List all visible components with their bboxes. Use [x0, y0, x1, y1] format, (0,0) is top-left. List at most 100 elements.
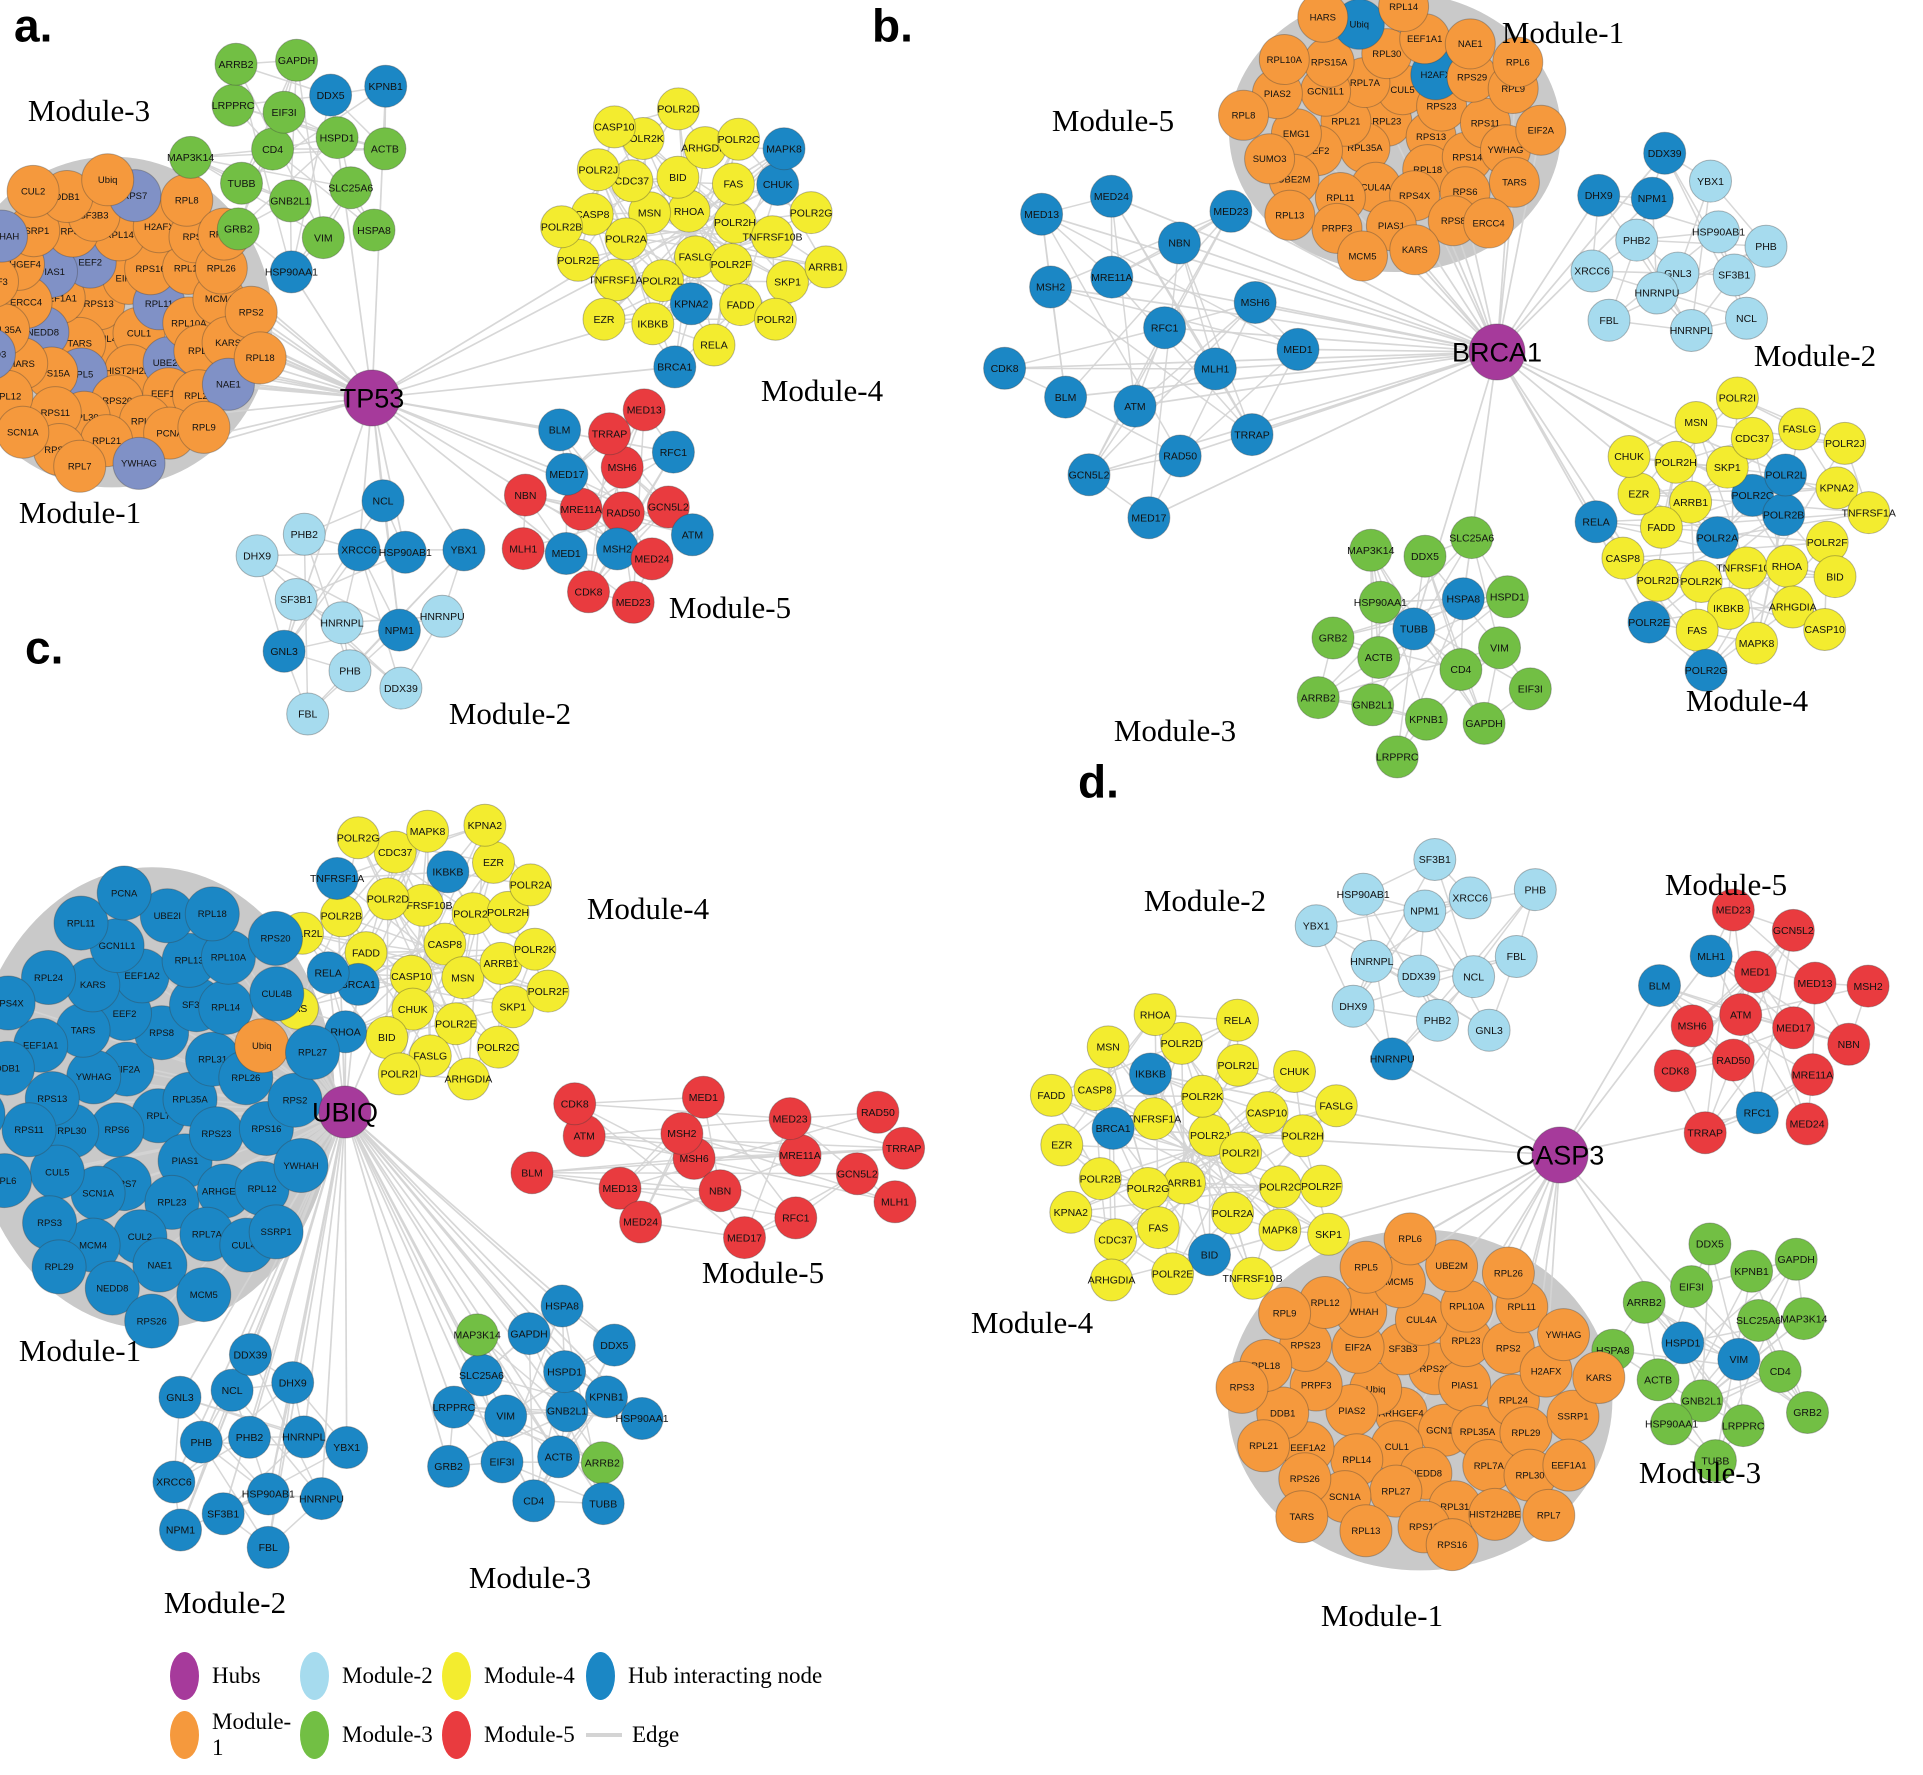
node-SF3B1[interactable]	[1712, 253, 1756, 297]
node-POLR2A[interactable]	[604, 217, 648, 261]
node-Ubiq[interactable]	[234, 1018, 290, 1074]
node-MAP3K14[interactable]	[169, 135, 213, 179]
node-MCM5[interactable]	[176, 1267, 232, 1323]
node-YBX1[interactable]	[1689, 159, 1732, 203]
node-POLR2A[interactable]	[509, 863, 552, 907]
node-RPL23[interactable]	[144, 1174, 200, 1230]
node-NCL[interactable]	[1452, 955, 1496, 999]
node-POLR2B[interactable]	[540, 205, 584, 249]
node-DDX5[interactable]	[309, 73, 353, 117]
node-RPL6[interactable]	[1383, 1212, 1437, 1266]
node-RAD50[interactable]	[1158, 434, 1202, 478]
node-GNB2L1[interactable]	[1680, 1379, 1724, 1423]
node-POLR2L[interactable]	[641, 259, 684, 303]
node-ARRB1[interactable]	[804, 245, 848, 289]
node-GRB2[interactable]	[216, 207, 260, 251]
node-POLR2C[interactable]	[717, 117, 761, 161]
node-RPL6[interactable]	[1492, 36, 1544, 88]
node-DDX5[interactable]	[1403, 534, 1447, 578]
node-RHOA[interactable]	[1133, 993, 1177, 1037]
node-MED1[interactable]	[681, 1075, 725, 1119]
node-POLR2H[interactable]	[1654, 440, 1698, 484]
node-NPM1[interactable]	[377, 608, 421, 652]
node-DDB1[interactable]	[0, 1040, 35, 1096]
node-TNFRSF1A[interactable]	[1132, 1097, 1176, 1141]
node-RPS26[interactable]	[124, 1293, 180, 1349]
node-MLH1[interactable]	[873, 1180, 917, 1224]
node-GAPDH[interactable]	[275, 38, 319, 82]
node-FASLG[interactable]	[1314, 1084, 1358, 1128]
node-YBX1[interactable]	[1294, 904, 1338, 948]
node-ACTB[interactable]	[363, 127, 407, 171]
node-POLR2E[interactable]	[1151, 1252, 1195, 1296]
node-IKBKB[interactable]	[1707, 587, 1750, 630]
node-DDX39[interactable]	[1397, 954, 1441, 998]
node-POLR2D[interactable]	[656, 87, 700, 131]
node-BLM[interactable]	[510, 1151, 554, 1195]
node-RPL13[interactable]	[1264, 189, 1316, 241]
hub-CASP3[interactable]	[1531, 1126, 1589, 1184]
node-SLC25A6[interactable]	[1450, 516, 1494, 560]
node-TRRAP[interactable]	[588, 412, 631, 456]
node-POLR2B[interactable]	[1762, 493, 1806, 537]
node-MSH2[interactable]	[1846, 964, 1890, 1008]
node-MED1[interactable]	[1733, 950, 1777, 994]
node-POLR2J[interactable]	[576, 148, 620, 192]
node-IKBKB[interactable]	[1129, 1052, 1172, 1096]
node-RHOA[interactable]	[1765, 544, 1809, 588]
node-CHUK[interactable]	[391, 987, 435, 1031]
node-SUMO3[interactable]	[1244, 133, 1296, 185]
node-NBN[interactable]	[503, 473, 547, 517]
node-HNRNPU[interactable]	[420, 594, 464, 638]
node-BID[interactable]	[1813, 555, 1857, 599]
node-POLR2H[interactable]	[713, 200, 757, 244]
node-MED13[interactable]	[1793, 961, 1837, 1005]
node-CDK8[interactable]	[567, 570, 610, 614]
node-RPL13[interactable]	[1339, 1504, 1393, 1558]
node-CUL4B[interactable]	[249, 966, 305, 1022]
node-HNRNPU[interactable]	[300, 1477, 343, 1521]
node-CD4[interactable]	[251, 127, 295, 171]
node-ARHGDIA[interactable]	[1090, 1258, 1133, 1302]
node-RFC1[interactable]	[651, 430, 695, 474]
node-YBX1[interactable]	[442, 528, 486, 572]
node-POLR2K[interactable]	[1180, 1074, 1224, 1118]
node-MED17[interactable]	[545, 452, 589, 496]
node-FBL[interactable]	[1587, 298, 1631, 342]
node-MAP3K14[interactable]	[1349, 528, 1393, 572]
node-KPNA2[interactable]	[1815, 466, 1859, 510]
node-MSH6[interactable]	[1233, 281, 1277, 324]
node-CDC37[interactable]	[1730, 416, 1774, 460]
node-LRPPRC[interactable]	[432, 1385, 476, 1429]
node-PHB2[interactable]	[228, 1415, 271, 1459]
node-XRCC6[interactable]	[1570, 249, 1614, 293]
node-YWHAH[interactable]	[273, 1138, 329, 1193]
node-POLR2F[interactable]	[1299, 1164, 1343, 1208]
node-NPM1[interactable]	[1403, 889, 1447, 933]
node-POLR2E[interactable]	[434, 1002, 478, 1046]
node-CASP10[interactable]	[1245, 1091, 1289, 1135]
node-DDX39[interactable]	[1643, 131, 1687, 175]
node-CASP10[interactable]	[592, 105, 636, 149]
node-BID[interactable]	[365, 1016, 409, 1059]
node-MCM5[interactable]	[1337, 230, 1388, 282]
node-MED1[interactable]	[544, 532, 588, 575]
node-RPS2[interactable]	[224, 285, 278, 339]
node-YWHAH[interactable]	[0, 209, 28, 263]
node-POLR2B[interactable]	[1078, 1157, 1122, 1201]
node-XRCC6[interactable]	[152, 1460, 196, 1504]
node-KPNB1[interactable]	[585, 1375, 628, 1419]
node-TARS[interactable]	[1275, 1490, 1329, 1544]
node-TNFRSF10B[interactable]	[751, 215, 794, 259]
node-SKP1[interactable]	[766, 260, 809, 304]
node-EZR[interactable]	[1040, 1123, 1084, 1167]
node-EZR[interactable]	[582, 297, 626, 341]
node-NBN[interactable]	[1827, 1022, 1871, 1066]
node-TNFRSF1A[interactable]	[315, 857, 359, 900]
node-POLR2K[interactable]	[1679, 560, 1723, 603]
node-MAP3K14[interactable]	[1782, 1297, 1826, 1341]
node-POLR2G[interactable]	[336, 816, 380, 860]
node-RPL7[interactable]	[1522, 1488, 1576, 1542]
node-DDX5[interactable]	[592, 1323, 636, 1367]
node-POLR2H[interactable]	[1281, 1114, 1325, 1158]
